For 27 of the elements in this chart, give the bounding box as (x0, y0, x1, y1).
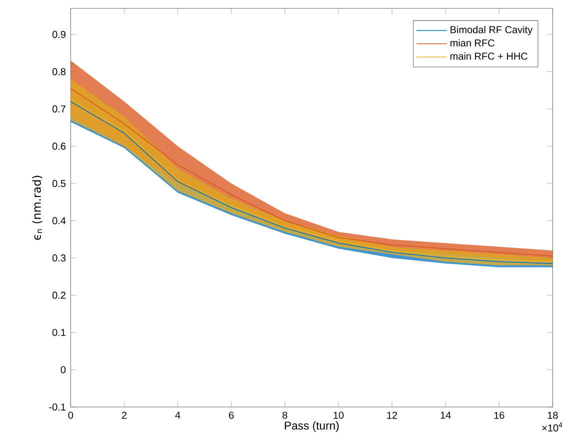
legend-label: Bimodal RF Cavity (450, 26, 533, 36)
x-tick-label: 14 (440, 412, 451, 419)
y-tick-label: 0.4 (52, 217, 66, 224)
y-tick-label: 0.7 (52, 105, 66, 112)
y-tick-label: 0.3 (52, 254, 66, 262)
legend-label: mian RFC (450, 39, 494, 46)
x-tick-label: 16 (494, 412, 504, 419)
x-tick-label: 4 (175, 412, 180, 419)
x-tick-label: 6 (229, 412, 234, 419)
y-tick-label: 0.9 (52, 30, 66, 38)
x-tick-label: 0 (68, 412, 74, 419)
x-tick-label: 2 (122, 412, 127, 419)
y-tick-label: 0.2 (52, 292, 66, 299)
y-tick-label: 0.6 (52, 142, 66, 150)
x-tick-label: 8 (282, 412, 288, 419)
legend-label: main RFC + HHC (450, 52, 528, 60)
y-tick-label: 0.5 (52, 180, 66, 187)
y-tick-label: -0.1 (49, 403, 66, 411)
x-tick-label: 10 (334, 412, 344, 419)
y-tick-label: 0.1 (52, 328, 66, 336)
x-tick-label: 12 (387, 412, 398, 419)
y-axis-title: ϵ$_{n}$ (nm.rad) (32, 176, 42, 240)
text: ×10$^{4}$ (542, 422, 562, 432)
x-tick-label: 18 (548, 412, 558, 419)
y-tick-label: 0.8 (52, 68, 66, 76)
y-tick-label: 0 (60, 366, 66, 374)
x-axis-title: Pass (turn) (284, 421, 339, 432)
